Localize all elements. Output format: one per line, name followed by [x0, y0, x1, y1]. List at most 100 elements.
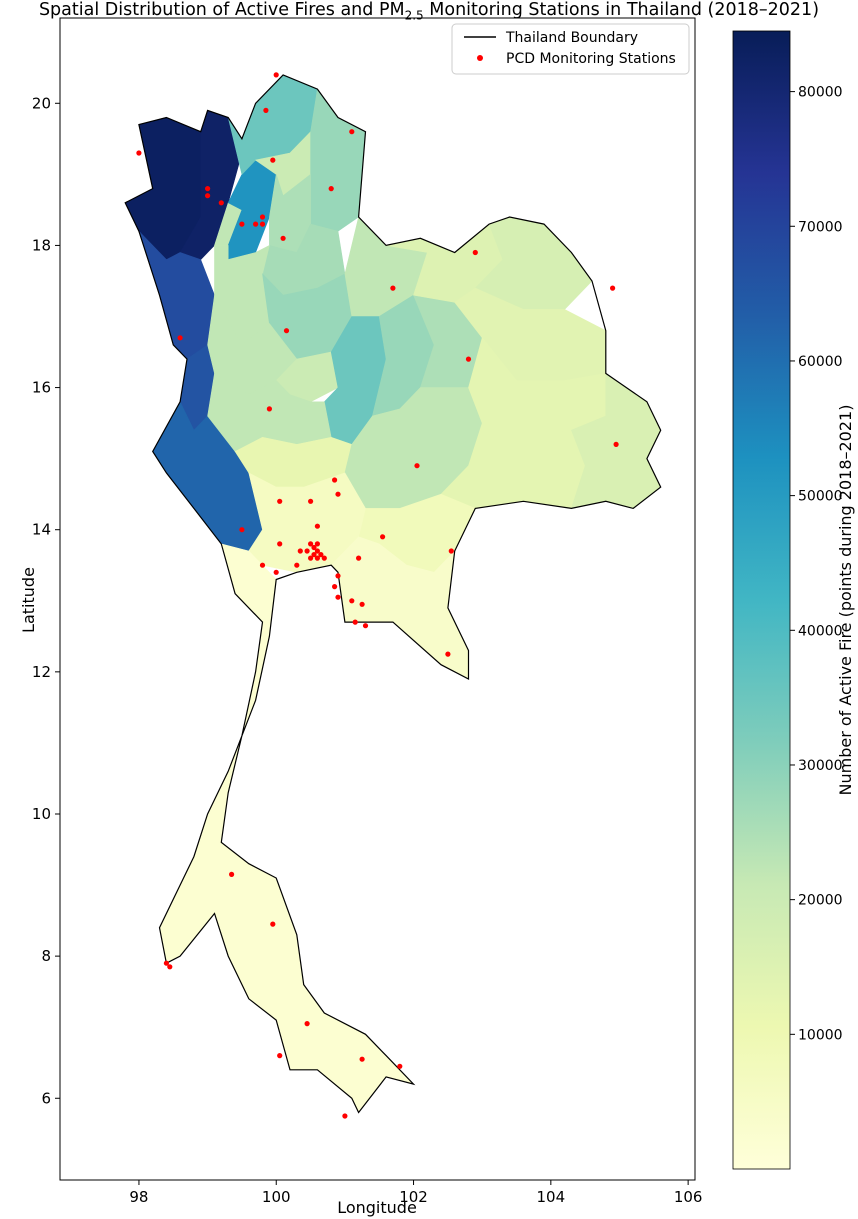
station-marker	[304, 548, 310, 554]
station-marker	[294, 562, 300, 568]
plot-frame	[59, 17, 696, 1181]
station-marker	[277, 541, 283, 547]
x-axis-ticks: 98 100 102 104 106	[129, 1180, 702, 1206]
station-marker	[356, 555, 362, 561]
station-marker	[349, 129, 355, 135]
station-marker	[163, 960, 169, 966]
colorbar-label: Number of Active Fire (points during 201…	[836, 405, 855, 796]
station-marker	[610, 285, 616, 291]
chart-title: Spatial Distribution of Active Fires and…	[38, 0, 820, 23]
colorbar-tick-label: 50000	[798, 489, 843, 505]
y-tick-label: 8	[41, 947, 51, 965]
station-marker	[259, 562, 266, 568]
colorbar-tick-label: 30000	[798, 758, 843, 774]
station-markers	[136, 72, 619, 1119]
station-marker	[167, 964, 173, 970]
colorbar: 10000 20000 30000 40000 50000 60000 70000 80000…	[732, 30, 855, 1170]
station-marker	[332, 477, 338, 483]
map-plot-area	[59, 17, 696, 1181]
station-marker	[390, 285, 396, 291]
station-marker	[335, 594, 341, 600]
station-marker	[136, 150, 142, 156]
station-marker	[177, 335, 183, 341]
colorbar-tick-label: 60000	[798, 354, 843, 370]
y-tick-label: 20	[32, 94, 51, 112]
colorbar-tick-label: 20000	[798, 893, 843, 909]
legend: Thailand Boundary PCD Monitoring Station…	[451, 23, 690, 75]
y-tick-label: 16	[32, 379, 51, 397]
station-marker	[311, 544, 317, 551]
colorbar-scale	[732, 30, 791, 1170]
station-marker	[266, 406, 272, 412]
station-marker	[380, 534, 386, 540]
y-tick-label: 14	[32, 521, 51, 539]
station-marker	[263, 107, 269, 113]
station-marker	[259, 221, 266, 227]
station-marker	[335, 573, 341, 579]
station-marker	[328, 186, 334, 192]
station-marker	[314, 555, 320, 561]
y-axis-ticks: 6 8 10 12 14 16 18 20	[32, 94, 60, 1107]
x-tick-label: 104	[537, 1188, 566, 1206]
colorbar-tick-label: 70000	[798, 219, 843, 235]
colorbar-tick-label: 80000	[798, 85, 843, 101]
station-marker	[362, 623, 369, 629]
station-marker	[414, 463, 420, 469]
legend-station-swatch	[477, 55, 483, 61]
y-tick-label: 12	[32, 663, 51, 681]
station-marker	[311, 552, 317, 558]
y-axis-label: Latitude	[19, 567, 38, 633]
station-marker	[308, 498, 314, 504]
station-marker	[273, 72, 279, 78]
station-marker	[273, 569, 279, 575]
x-axis-label: Longitude	[337, 1198, 417, 1217]
station-marker	[352, 619, 358, 625]
station-marker	[304, 1021, 310, 1027]
station-marker	[205, 193, 211, 199]
station-marker	[349, 598, 355, 604]
station-marker	[613, 441, 619, 447]
station-marker	[321, 555, 327, 561]
legend-box	[451, 23, 690, 75]
province-region	[207, 372, 332, 452]
station-marker	[259, 214, 266, 220]
station-marker	[283, 328, 290, 334]
colorbar-tick-label: 40000	[798, 623, 843, 639]
x-tick-label: 102	[399, 1188, 428, 1206]
y-tick-label: 6	[41, 1089, 51, 1107]
station-marker	[239, 527, 245, 533]
station-marker	[308, 541, 314, 547]
station-marker	[314, 548, 320, 554]
province-regions	[124, 74, 662, 1114]
legend-boundary-label: Thailand Boundary	[505, 30, 638, 46]
thailand-boundary-line	[124, 74, 662, 1114]
station-marker	[270, 157, 276, 163]
station-marker	[359, 601, 365, 607]
colorbar-ticks: 10000 20000 30000 40000 50000 60000 70000 80000	[790, 85, 843, 1043]
station-marker	[335, 491, 341, 497]
province-region	[159, 543, 415, 1114]
station-marker	[270, 921, 276, 927]
legend-stations-label: PCD Monitoring Stations	[506, 51, 676, 67]
station-marker	[314, 541, 320, 547]
station-marker	[239, 221, 245, 227]
station-marker	[465, 356, 472, 362]
station-marker	[308, 555, 314, 561]
x-tick-label: 106	[674, 1188, 703, 1206]
station-marker	[448, 548, 454, 554]
y-tick-label: 18	[32, 236, 51, 254]
station-marker	[297, 548, 303, 554]
station-marker	[218, 200, 224, 206]
station-marker	[342, 1113, 348, 1119]
colorbar-tick-label: 10000	[798, 1027, 843, 1043]
station-marker	[280, 235, 286, 241]
station-marker	[359, 1056, 365, 1062]
station-marker	[205, 186, 211, 192]
station-marker	[253, 221, 259, 227]
station-marker	[332, 584, 338, 590]
station-marker	[277, 498, 283, 504]
station-marker	[277, 1053, 283, 1059]
station-marker	[445, 651, 451, 657]
y-tick-label: 10	[32, 805, 51, 823]
